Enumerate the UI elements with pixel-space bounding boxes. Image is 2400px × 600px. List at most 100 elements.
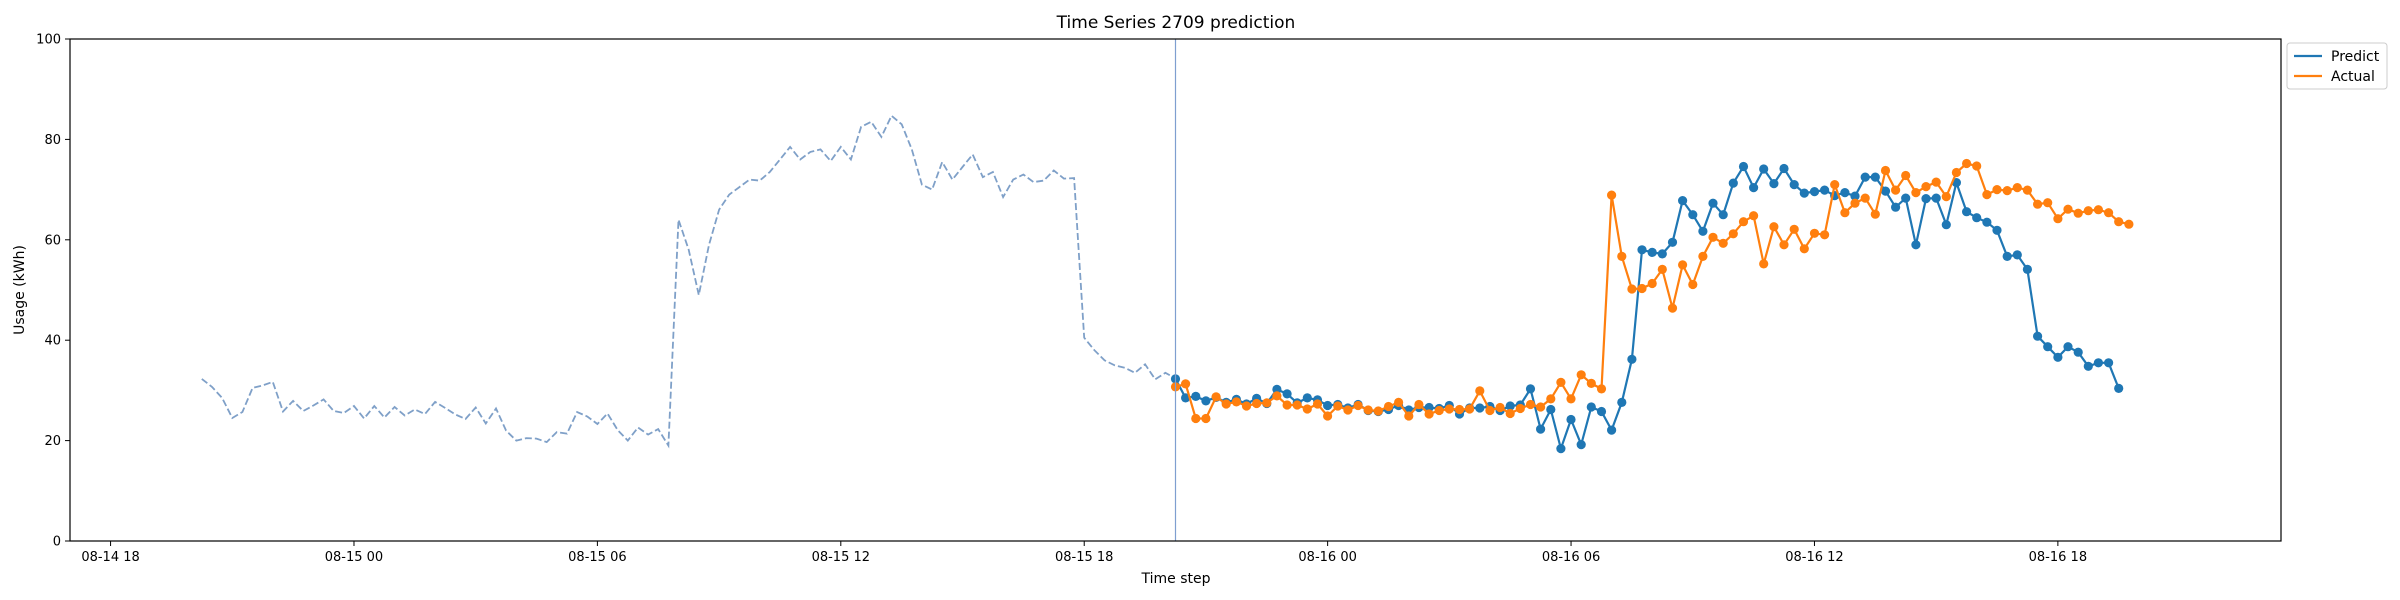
data-point <box>1211 392 1221 402</box>
data-point <box>1323 400 1333 411</box>
data-point <box>1667 303 1678 313</box>
y-axis-ticks: 0 20 40 60 80 100 <box>36 33 70 550</box>
data-point <box>1475 403 1485 413</box>
data-point <box>1860 172 1870 182</box>
y-tick-label: 100 <box>36 33 61 48</box>
data-point <box>1992 225 2002 235</box>
data-point <box>1252 398 1262 409</box>
data-point <box>1383 401 1394 412</box>
data-point <box>1972 161 1982 171</box>
data-point <box>2114 217 2124 227</box>
data-point <box>2093 205 2103 215</box>
data-point <box>1698 251 1708 261</box>
series-actual <box>1170 158 2134 424</box>
data-point <box>1241 401 1252 411</box>
data-point <box>1718 238 1728 248</box>
data-point <box>1911 240 1921 250</box>
data-point <box>1546 404 1556 415</box>
data-point <box>2043 198 2053 208</box>
data-point <box>1566 414 1576 425</box>
y-tick-label: 80 <box>44 133 61 148</box>
x-tick-label: 08-16 00 <box>1298 550 1356 565</box>
data-point <box>1454 404 1465 415</box>
data-point <box>2114 383 2124 393</box>
data-point <box>1951 167 1961 178</box>
data-point <box>2053 214 2063 224</box>
data-point <box>1809 228 1820 238</box>
x-tick-label: 08-15 18 <box>1055 550 1113 565</box>
data-point <box>1373 406 1383 416</box>
data-point <box>1586 378 1596 388</box>
data-point <box>1465 404 1475 414</box>
data-point <box>1302 404 1312 414</box>
data-point <box>1901 170 1911 181</box>
data-point <box>1931 177 1941 187</box>
series-line <box>1174 164 2120 453</box>
data-point <box>1678 196 1688 206</box>
data-point <box>2124 219 2134 229</box>
data-point <box>1749 183 1759 193</box>
data-point <box>1799 244 1809 254</box>
data-point <box>2073 208 2083 218</box>
x-tick-label: 08-15 12 <box>812 550 870 565</box>
data-point <box>1850 198 1860 208</box>
data-point <box>1870 209 1880 219</box>
data-point <box>1394 397 1404 407</box>
data-point <box>1880 186 1891 196</box>
y-tick-label: 60 <box>44 233 61 248</box>
data-point <box>1485 405 1495 416</box>
data-point <box>1505 401 1515 411</box>
data-point <box>2083 361 2093 371</box>
data-point <box>2104 358 2114 368</box>
data-point <box>1617 397 1627 407</box>
x-tick-label: 08-16 12 <box>1785 550 1843 565</box>
data-point <box>1576 370 1586 380</box>
y-axis-label: Usage (kWh) <box>12 245 28 335</box>
data-point <box>2093 358 2103 368</box>
data-point <box>1566 394 1576 404</box>
data-point <box>1181 379 1191 389</box>
data-point <box>1941 220 1951 230</box>
data-point <box>1759 259 1769 269</box>
legend-box <box>2286 42 2388 90</box>
chart-title: Time Series 2709 prediction <box>1056 13 1296 33</box>
data-point <box>2012 250 2022 260</box>
data-point <box>1657 249 1667 259</box>
data-point <box>1525 399 1536 410</box>
legend: Predict Actual <box>2286 42 2388 90</box>
data-point <box>1688 210 1698 220</box>
data-point <box>1201 413 1211 424</box>
axes-frame <box>69 38 2282 542</box>
data-point <box>2002 186 2012 196</box>
y-tick-label: 20 <box>44 434 61 449</box>
data-point <box>1282 400 1292 410</box>
data-point <box>1323 411 1333 421</box>
data-point <box>1292 400 1302 410</box>
data-point <box>1536 424 1546 434</box>
data-point <box>1546 394 1556 404</box>
data-point <box>1424 409 1434 419</box>
data-point <box>2043 342 2053 352</box>
data-point <box>2012 183 2022 193</box>
data-point <box>1972 213 1982 223</box>
data-point <box>1607 190 1617 200</box>
data-point <box>1738 217 1749 227</box>
data-point <box>1617 251 1627 261</box>
data-point <box>1769 179 1779 189</box>
series-history <box>201 114 1176 449</box>
data-point <box>1404 411 1414 421</box>
data-point <box>1627 284 1637 294</box>
data-point <box>1576 440 1586 450</box>
data-point <box>1708 232 1718 242</box>
data-point <box>1840 188 1850 198</box>
data-point <box>1657 264 1667 274</box>
data-point <box>1201 396 1211 406</box>
data-point <box>1738 161 1749 172</box>
data-point <box>1596 384 1607 394</box>
data-point <box>1221 399 1231 409</box>
data-point <box>1921 182 1931 192</box>
data-point <box>1880 165 1891 176</box>
data-point <box>1282 389 1292 399</box>
data-point <box>2053 352 2063 362</box>
data-point <box>1911 188 1921 198</box>
